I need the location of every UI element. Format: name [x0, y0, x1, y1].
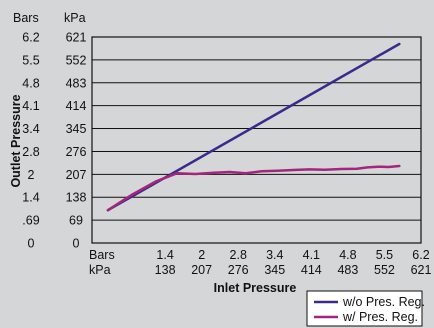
series-layer — [106, 42, 401, 212]
x-tick-label-bars: 5.5 — [376, 248, 393, 262]
legend-label-wo-reg: w/o Pres. Reg. — [342, 295, 425, 309]
x-tick-label-bars: 1.4 — [156, 248, 173, 262]
y-tick-label-bars: 2 — [28, 168, 35, 182]
y-tick-label-kpa: 414 — [66, 99, 87, 113]
x-tick-label-kpa: 207 — [191, 263, 212, 277]
x-tick-label-bars: 3.4 — [266, 248, 283, 262]
y-tick-label-kpa: 621 — [66, 31, 87, 45]
y-tick-label-kpa: 276 — [66, 145, 87, 159]
y-tick-label-bars: 5.5 — [22, 53, 39, 67]
y-tick-label-bars: 4.8 — [22, 76, 39, 90]
y-tick-label-bars: .69 — [22, 214, 39, 228]
y-unit-bars: Bars — [13, 11, 39, 25]
x-tick-label-kpa: 138 — [155, 263, 176, 277]
x-tick-label-bars: 4.8 — [339, 248, 356, 262]
y-tick-label-bars: 0 — [28, 237, 35, 251]
y-tick-label-kpa: 345 — [66, 122, 87, 136]
y-tick-label-bars: 3.4 — [22, 122, 39, 136]
x-tick-label-kpa: 483 — [337, 263, 358, 277]
x-tick-label-bars: 2 — [198, 248, 205, 262]
series-line-1 — [106, 164, 401, 212]
x-unit-bars: Bars — [89, 248, 115, 262]
x-unit-kpa: kPa — [89, 263, 111, 277]
x-tick-label-bars: 4.1 — [303, 248, 320, 262]
y-tick-label-bars: 2.8 — [22, 145, 39, 159]
y-tick-label-bars: 4.1 — [22, 99, 39, 113]
y-tick-label-kpa: 483 — [66, 76, 87, 90]
x-axis-title: Inlet Pressure — [214, 281, 297, 295]
y-tick-label-kpa: 207 — [66, 168, 87, 182]
legend-box — [306, 290, 423, 327]
series-line-0 — [106, 42, 401, 212]
y-tick-label-kpa: 0 — [73, 237, 80, 251]
y-tick-label-kpa: 69 — [69, 214, 83, 228]
plot-area — [91, 36, 422, 244]
y-axis-ticks: 0 0 .69 69 1.4 138 2 207 2.8 276 3.4 345 4.1 414 4.8 48… — [22, 31, 86, 251]
legend: w/o Pres. Reg. w/ Pres. Reg. — [306, 290, 425, 327]
y-tick-label-bars: 1.4 — [22, 191, 39, 205]
y-axis-title: Outlet Pressure — [9, 94, 23, 187]
x-tick-label-kpa: 552 — [374, 263, 395, 277]
y-tick-label-kpa: 138 — [66, 191, 87, 205]
grid-lines — [92, 59, 421, 221]
y-tick-label-kpa: 552 — [66, 53, 87, 67]
x-tick-label-kpa: 621 — [411, 263, 432, 277]
x-tick-label-bars: 2.8 — [230, 248, 247, 262]
y-unit-kpa: kPa — [64, 11, 86, 25]
x-tick-label-kpa: 414 — [301, 263, 322, 277]
x-tick-label-bars: 6.2 — [412, 248, 429, 262]
y-tick-label-bars: 6.2 — [22, 31, 39, 45]
x-tick-label-kpa: 345 — [264, 263, 285, 277]
x-tick-label-kpa: 276 — [228, 263, 249, 277]
legend-label-w-reg: w/ Pres. Reg. — [342, 310, 418, 324]
